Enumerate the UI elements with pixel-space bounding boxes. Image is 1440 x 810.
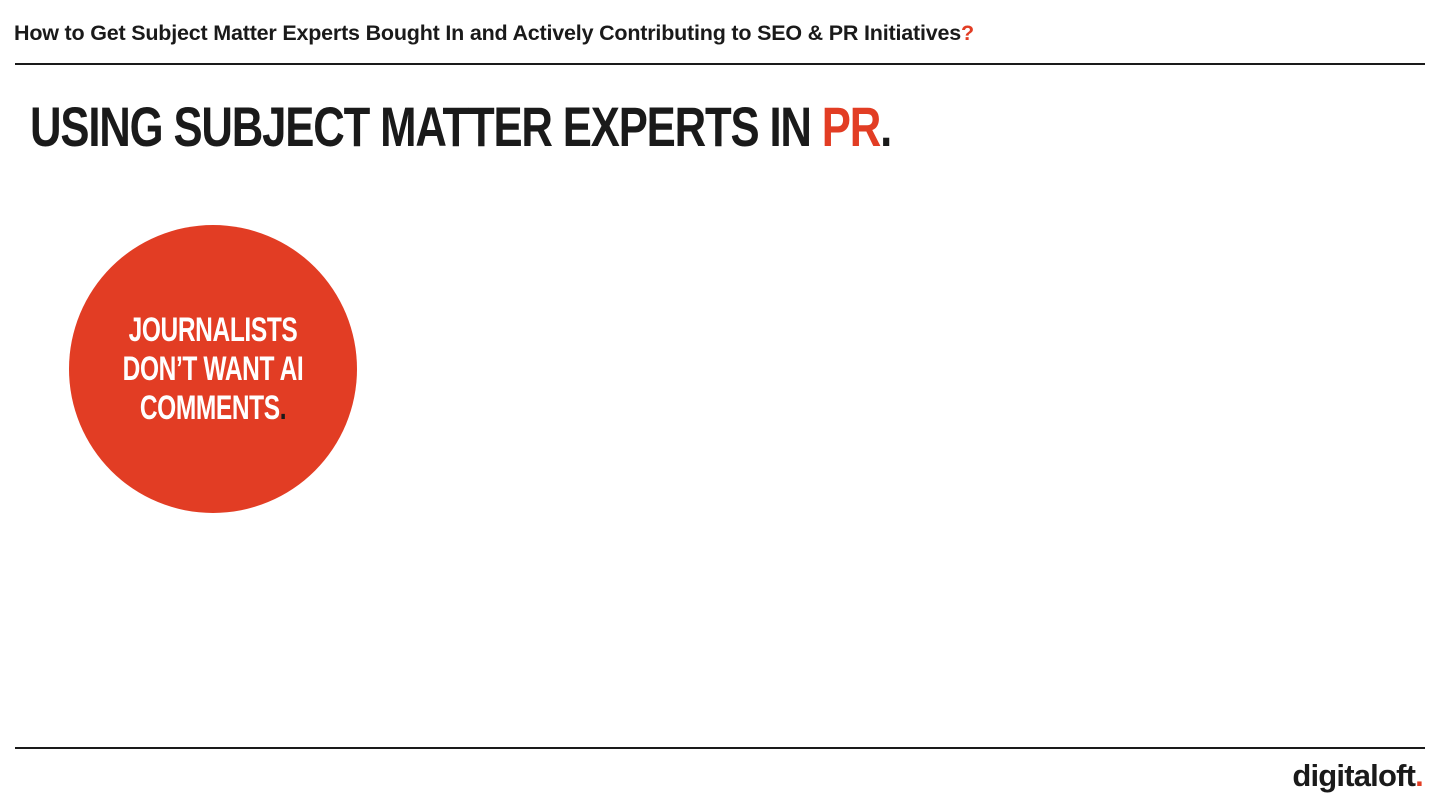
logo-wordmark: digitaloft — [1292, 758, 1416, 793]
callout-line-3-text: COMMENTS — [139, 388, 280, 427]
slide-heading-accent: PR — [821, 95, 882, 158]
slide-heading-prefix: USING SUBJECT MATTER EXPERTS IN — [30, 95, 822, 158]
slide-heading: USING SUBJECT MATTER EXPERTS IN PR. — [30, 95, 892, 158]
callout-period: . — [279, 388, 287, 427]
callout-text: JOURNALISTS DON’T WANT AI COMMENTS. — [119, 311, 306, 428]
deck-title-question-mark: ? — [961, 21, 974, 45]
callout-line-3: COMMENTS. — [119, 389, 306, 428]
deck-title: How to Get Subject Matter Experts Bought… — [14, 21, 974, 46]
deck-title-text: How to Get Subject Matter Experts Bought… — [14, 21, 961, 45]
slide-heading-suffix: . — [880, 95, 892, 158]
callout-line-2: DON’T WANT AI — [122, 349, 304, 388]
header-divider — [15, 63, 1425, 65]
footer-divider — [15, 747, 1425, 749]
callout-circle: JOURNALISTS DON’T WANT AI COMMENTS. — [69, 225, 357, 513]
callout-line-1: JOURNALISTS — [128, 310, 298, 349]
digitaloft-logo: digitaloft. — [1292, 758, 1423, 794]
logo-dot: . — [1415, 758, 1424, 793]
